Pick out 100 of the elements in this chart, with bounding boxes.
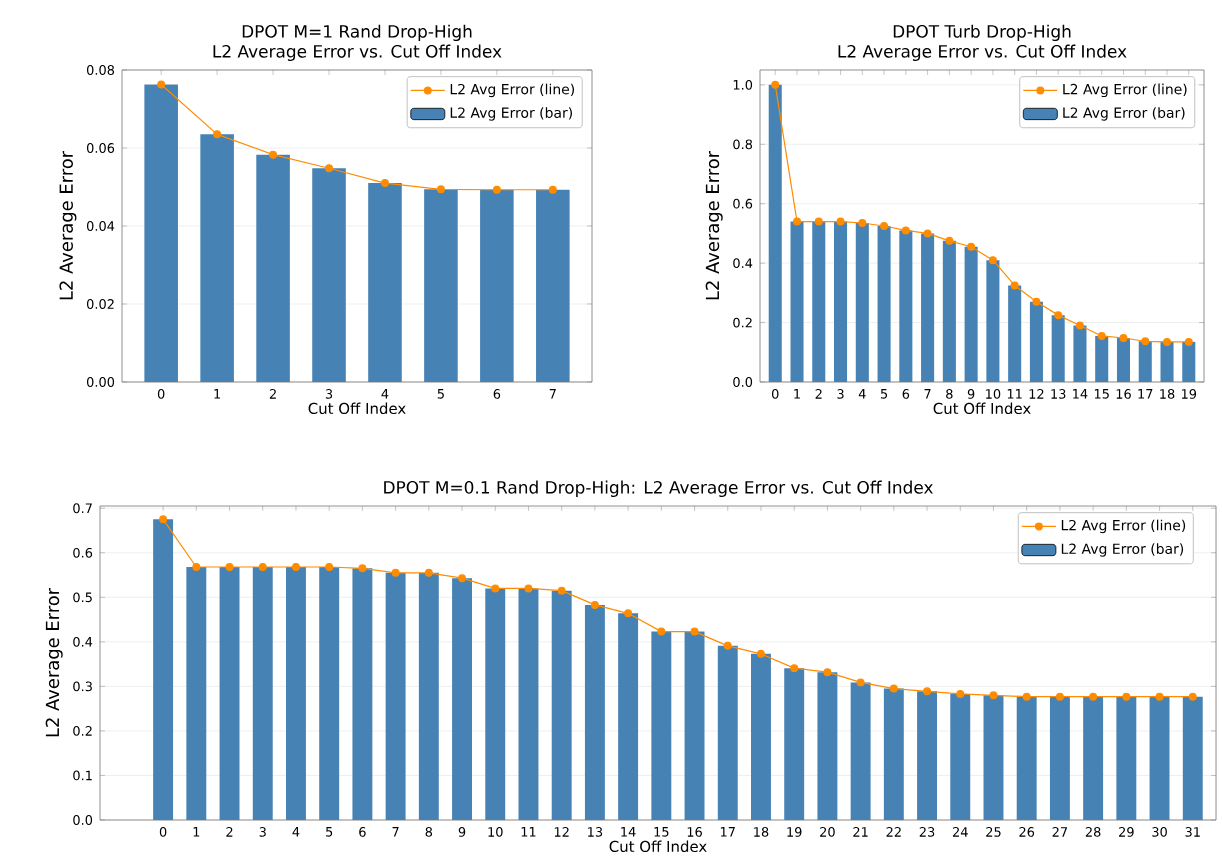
bar bbox=[352, 568, 373, 820]
point bbox=[690, 627, 699, 636]
bar bbox=[883, 688, 904, 820]
point bbox=[923, 687, 932, 696]
bar bbox=[1029, 301, 1043, 382]
point bbox=[436, 185, 445, 194]
chart-subtitle: L2 Average Error vs. Cut Off Index bbox=[838, 44, 1127, 61]
point bbox=[1155, 692, 1164, 701]
point bbox=[213, 130, 222, 139]
point bbox=[590, 600, 599, 609]
bar bbox=[1149, 696, 1170, 820]
bar bbox=[850, 682, 871, 820]
bar bbox=[1049, 696, 1070, 820]
bar bbox=[153, 519, 174, 820]
bar bbox=[950, 693, 971, 820]
bar bbox=[1095, 335, 1109, 382]
point bbox=[157, 80, 166, 89]
bar bbox=[877, 225, 891, 382]
point bbox=[756, 649, 765, 658]
point bbox=[723, 641, 732, 650]
bar bbox=[219, 567, 240, 820]
bar bbox=[252, 567, 273, 820]
point bbox=[524, 584, 533, 593]
bar bbox=[768, 84, 782, 382]
point bbox=[491, 584, 500, 593]
point bbox=[823, 668, 832, 677]
bar bbox=[717, 645, 738, 820]
point bbox=[923, 229, 932, 238]
bar bbox=[368, 183, 402, 382]
point bbox=[790, 664, 799, 673]
bar bbox=[1182, 696, 1203, 820]
point bbox=[814, 217, 823, 226]
bar bbox=[618, 613, 639, 820]
bar bbox=[536, 189, 570, 382]
bar bbox=[751, 653, 771, 820]
point bbox=[1054, 311, 1063, 320]
bar bbox=[1182, 341, 1196, 382]
bar bbox=[942, 240, 956, 382]
point bbox=[901, 226, 910, 235]
point bbox=[858, 219, 867, 228]
point bbox=[1122, 692, 1131, 701]
bar bbox=[1116, 338, 1131, 382]
bar bbox=[817, 672, 838, 820]
bar bbox=[1073, 325, 1087, 382]
bar bbox=[834, 221, 848, 382]
bar bbox=[518, 588, 539, 820]
point bbox=[856, 678, 865, 687]
bar bbox=[964, 246, 978, 382]
bar bbox=[1116, 696, 1137, 820]
bar bbox=[983, 695, 1004, 820]
point bbox=[1075, 321, 1084, 330]
bar bbox=[485, 588, 506, 820]
bar bbox=[452, 578, 473, 820]
point bbox=[325, 164, 334, 173]
point bbox=[458, 574, 467, 583]
point bbox=[1163, 337, 1172, 346]
bar bbox=[584, 604, 605, 820]
bar bbox=[790, 221, 804, 382]
bar bbox=[684, 631, 705, 820]
point bbox=[424, 568, 433, 577]
point bbox=[956, 689, 965, 698]
bar bbox=[1160, 341, 1174, 382]
point bbox=[192, 563, 201, 572]
bar bbox=[855, 223, 869, 382]
point bbox=[1141, 337, 1150, 346]
point bbox=[1188, 692, 1197, 701]
bar bbox=[200, 134, 234, 382]
point bbox=[380, 179, 389, 188]
bar bbox=[418, 572, 439, 820]
point bbox=[358, 564, 367, 573]
y-axis-title: L2 Average Error bbox=[705, 150, 723, 300]
point bbox=[269, 150, 278, 159]
point bbox=[889, 684, 898, 693]
point bbox=[258, 563, 267, 572]
point bbox=[624, 609, 633, 618]
point bbox=[291, 563, 300, 572]
point bbox=[1055, 692, 1064, 701]
bar bbox=[256, 154, 290, 382]
bar bbox=[1016, 696, 1037, 820]
point bbox=[1089, 692, 1098, 701]
bar bbox=[1008, 285, 1022, 382]
point bbox=[548, 185, 557, 194]
bar bbox=[424, 189, 458, 382]
bar bbox=[144, 84, 178, 382]
bar bbox=[784, 668, 805, 820]
point bbox=[1184, 337, 1193, 346]
bar bbox=[385, 572, 406, 820]
point bbox=[391, 568, 400, 577]
bar bbox=[480, 189, 514, 382]
point bbox=[880, 221, 889, 230]
y-axis-title: L2 Average Error bbox=[59, 150, 77, 300]
y-axis-title: L2 Average Error bbox=[45, 587, 63, 737]
chart-title: DPOT Turb Drop-High bbox=[893, 24, 1071, 42]
bar bbox=[319, 567, 340, 820]
point bbox=[225, 563, 234, 572]
bar bbox=[1138, 341, 1152, 382]
point bbox=[945, 236, 954, 245]
point bbox=[771, 80, 780, 89]
chart-subtitle: L2 Average Error vs. Cut Off Index bbox=[213, 44, 502, 62]
bar bbox=[1083, 696, 1104, 820]
